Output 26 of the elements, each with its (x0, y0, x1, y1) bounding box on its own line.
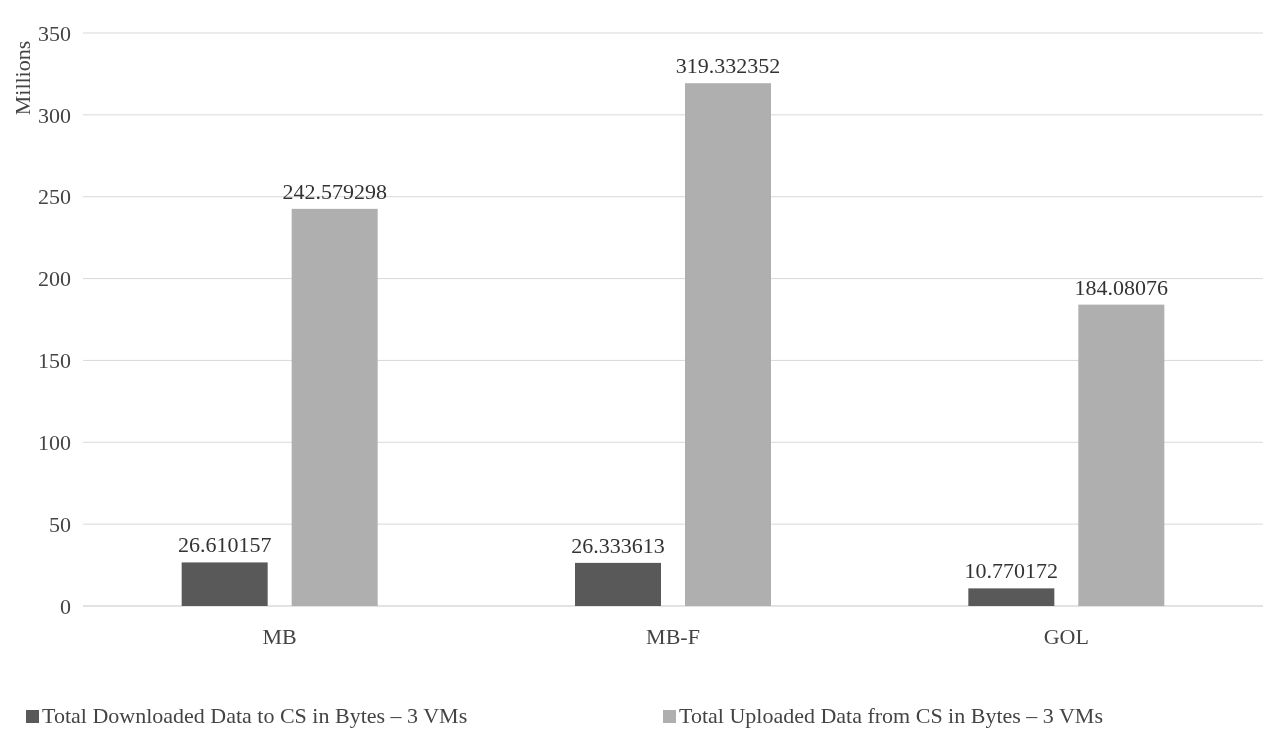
x-tick-label: MB (262, 624, 297, 649)
data-label: 10.770172 (964, 558, 1059, 584)
y-tick-label: 300 (38, 102, 71, 128)
bar (685, 83, 771, 606)
y-tick-label: 100 (38, 429, 71, 455)
data-label: 242.579298 (282, 178, 387, 204)
data-label: 184.08076 (1074, 274, 1169, 300)
bar (968, 588, 1055, 606)
y-tick-label: 150 (38, 348, 71, 374)
y-axis-title: Millions (10, 40, 35, 116)
x-tick-label: GOL (1043, 624, 1089, 649)
bar (1078, 304, 1165, 606)
y-tick-label: 0 (60, 593, 71, 619)
x-tick-label: MB-F (646, 624, 700, 649)
bar (291, 208, 378, 606)
y-tick-label: 250 (38, 184, 71, 210)
legend-label: Total Downloaded Data to CS in Bytes – 3 VMs (42, 703, 468, 728)
y-tick-label: 350 (38, 20, 71, 46)
bar (181, 562, 268, 606)
data-label: 26.610157 (177, 532, 272, 558)
y-tick-label: 50 (49, 511, 71, 537)
data-label: 26.333613 (571, 532, 665, 558)
y-tick-label: 200 (38, 266, 71, 292)
legend-label: Total Uploaded Data from CS in Bytes – 3 VMs (679, 703, 1103, 728)
bar (575, 562, 661, 606)
data-label: 319.332352 (675, 53, 781, 79)
